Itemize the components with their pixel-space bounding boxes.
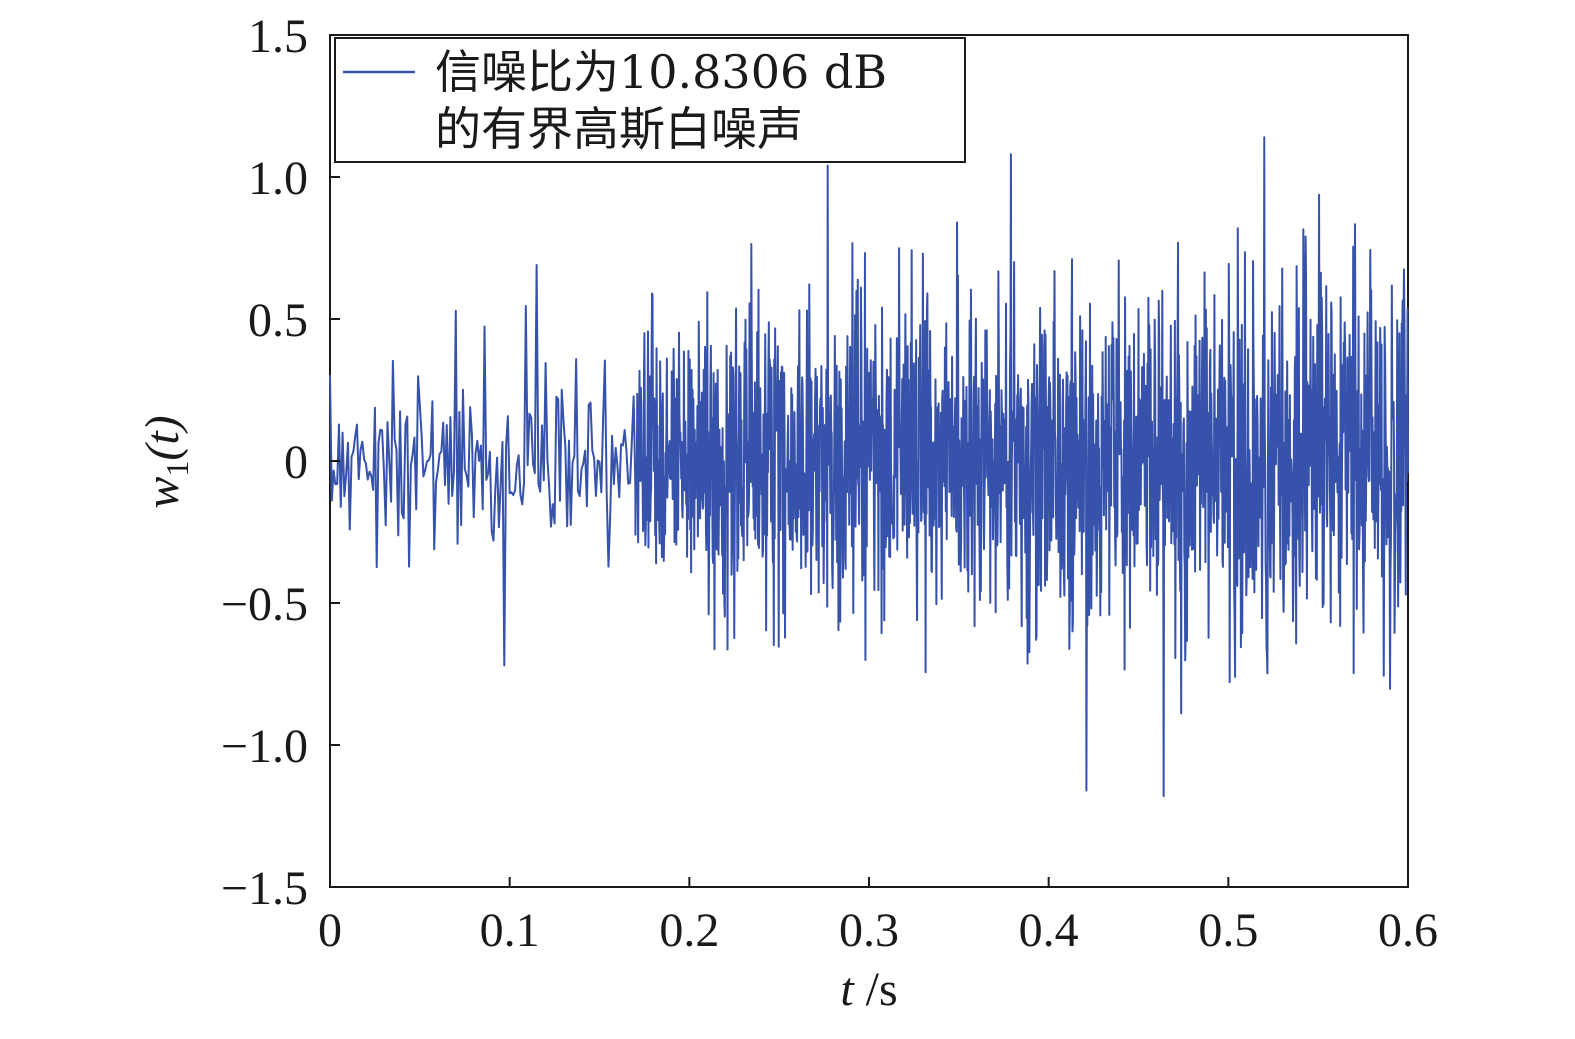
y-axis: 1.5 1.0 0.5 0 −0.5 −1.0 −1.5 xyxy=(221,10,340,915)
y-axis-arg: (t) xyxy=(136,415,189,460)
y-tick-label: 1.0 xyxy=(248,152,308,205)
series-line-noise xyxy=(329,136,1409,798)
x-tick-label: 0.5 xyxy=(1198,904,1258,957)
legend-line-2: 的有界高斯白噪声 xyxy=(435,102,803,156)
x-tick-label: 0 xyxy=(318,904,342,957)
y-tick-label: −0.5 xyxy=(221,578,308,631)
x-axis: 0 0.1 0.2 0.3 0.4 0.5 0.6 xyxy=(318,877,1438,957)
x-axis-title: t /s xyxy=(840,963,897,1016)
x-tick-label: 0.6 xyxy=(1378,904,1438,957)
y-axis-title: w1(t) xyxy=(136,415,195,508)
x-tick-label: 0.4 xyxy=(1019,904,1079,957)
x-tick-label: 0.3 xyxy=(839,904,899,957)
y-tick-label: −1.5 xyxy=(221,862,308,915)
legend-box xyxy=(334,37,966,163)
y-tick-label: 0 xyxy=(284,436,308,489)
y-axis-var: w xyxy=(136,477,189,509)
x-tick-label: 0.2 xyxy=(659,904,719,957)
series-group xyxy=(329,136,1409,798)
y-axis-sub: 1 xyxy=(159,461,195,477)
legend: 信噪比为10.8306 dB 的有界高斯白噪声 xyxy=(334,37,966,163)
y-tick-label: 1.5 xyxy=(248,10,308,63)
y-tick-label: −1.0 xyxy=(221,720,308,773)
legend-line-1: 信噪比为10.8306 dB xyxy=(435,45,887,99)
y-tick-label: 0.5 xyxy=(248,294,308,347)
x-tick-label: 0.1 xyxy=(480,904,540,957)
x-axis-var: t xyxy=(840,963,855,1016)
x-axis-unit: /s xyxy=(854,963,898,1016)
